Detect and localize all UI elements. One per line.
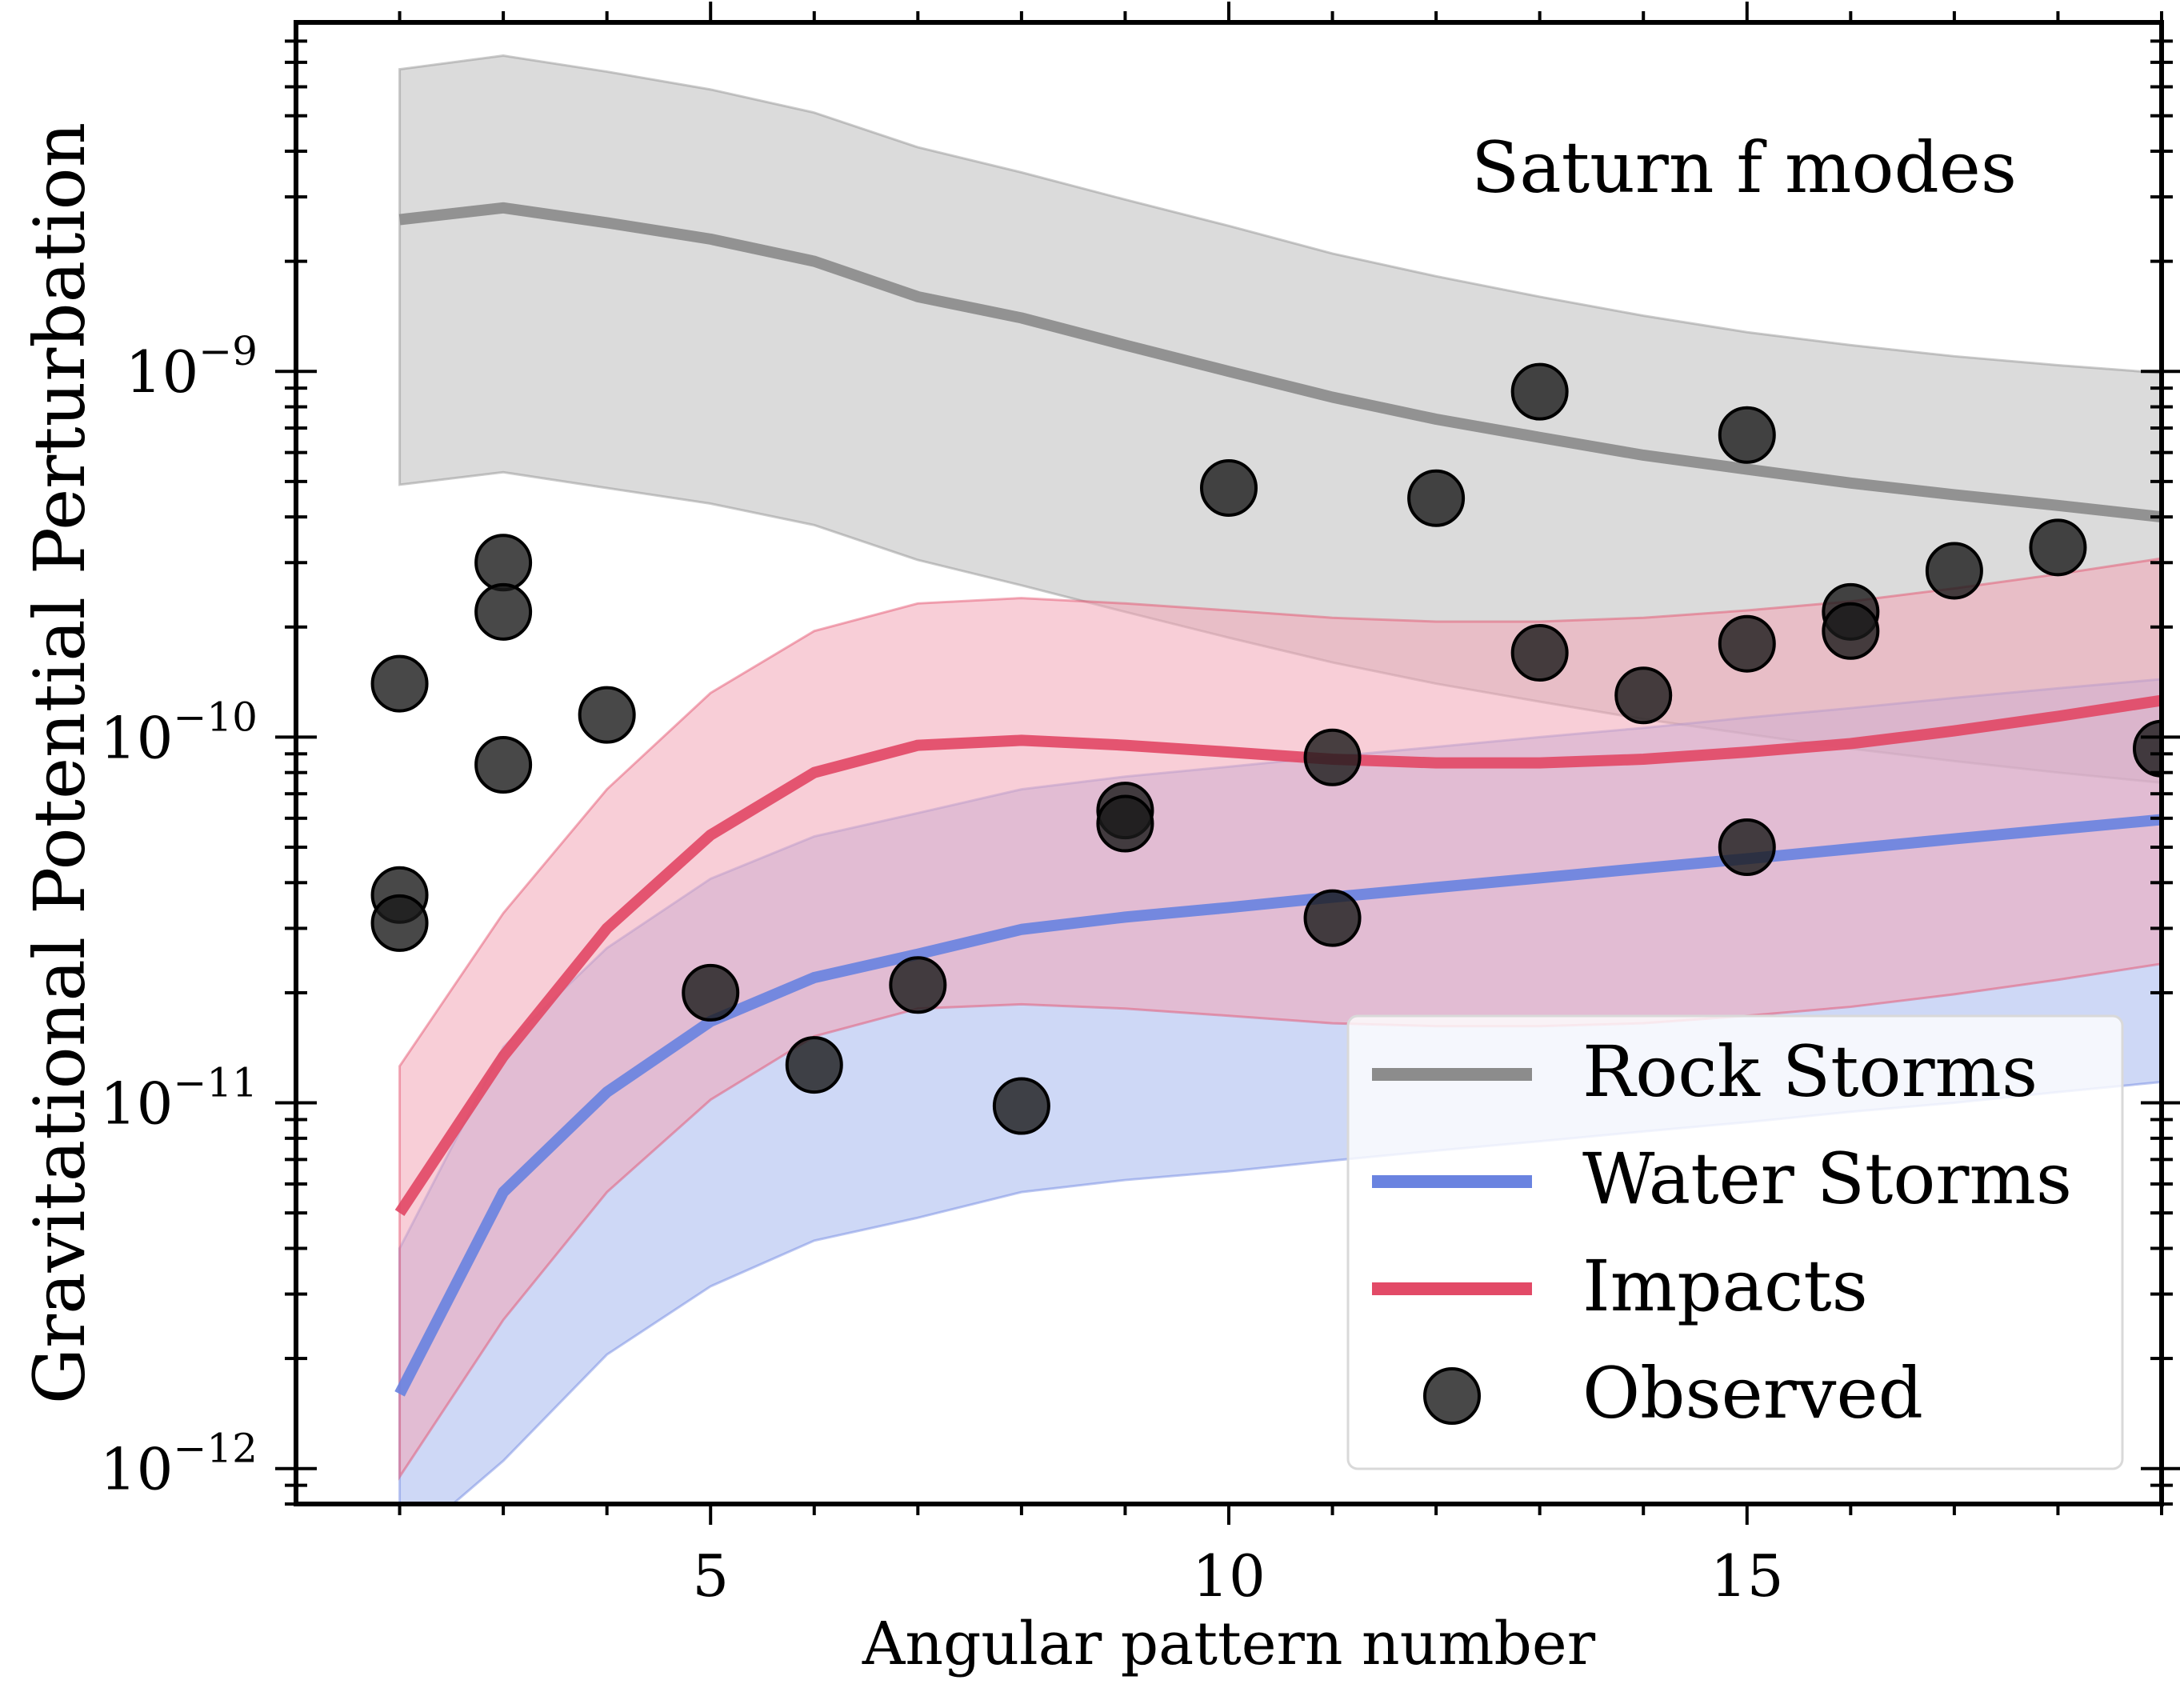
observed-point [474, 582, 533, 641]
plot-area [370, 54, 2162, 1504]
x-tick-label: 15 [1710, 1542, 1784, 1610]
series-lines [394, 202, 2162, 1397]
y-tick-label: 10−12 [100, 1426, 258, 1503]
observed-point [370, 654, 429, 713]
observed-point [2133, 719, 2162, 778]
x-tick-label: 5 [692, 1542, 729, 1610]
x-tick-label: 10 [1192, 1542, 1266, 1610]
observed-point [1510, 624, 1569, 682]
chart-title: Saturn f modes [1471, 126, 2017, 209]
water-storms-line [394, 814, 2162, 1397]
observed-point [785, 1036, 843, 1094]
legend-swatch-observed [1423, 1367, 1481, 1425]
observed-point [370, 894, 429, 952]
observed-point [1303, 889, 1362, 947]
y-tick-label: 10−10 [100, 694, 258, 771]
x-axis-label: Angular pattern number [862, 1610, 1596, 1678]
observed-point [889, 956, 947, 1014]
observed-point [1303, 728, 1362, 786]
impacts-line [394, 694, 2162, 1217]
confidence-bands [398, 54, 2162, 1504]
observed-points [370, 362, 2162, 1135]
observed-point [1407, 469, 1466, 527]
legend-label-rock-storms: Rock Storms [1582, 1030, 2038, 1113]
observed-point [474, 534, 533, 592]
legend-label-water-storms: Water Storms [1582, 1138, 2072, 1220]
observed-point [1822, 602, 1880, 660]
observed-point [1718, 818, 1776, 877]
observed-point [1925, 542, 1983, 600]
y-tick-label: 10−9 [126, 328, 258, 406]
y-tick-labels: 10−12 10−11 10−10 10−9 [100, 328, 258, 1502]
observed-point [1096, 794, 1154, 853]
observed-point [992, 1077, 1050, 1135]
legend-label-impacts: Impacts [1582, 1245, 1868, 1327]
rock-storms-band [398, 54, 2162, 785]
observed-point [1510, 362, 1569, 421]
observed-point [1718, 406, 1776, 464]
legend: Rock Storms Water Storms Impacts Observe… [1346, 1014, 2124, 1470]
observed-point [1718, 614, 1776, 673]
x-tick-labels: 5 10 15 [692, 1542, 1783, 1610]
y-tick-label: 10−11 [100, 1060, 258, 1138]
observed-point [1200, 458, 1258, 517]
legend-box [1346, 1014, 2124, 1470]
legend-label-observed: Observed [1582, 1352, 1923, 1434]
observed-point [1614, 666, 1673, 725]
y-axis-label: Gravitational Potential Perturbation [18, 122, 101, 1405]
observed-point [2029, 518, 2087, 577]
observed-point [474, 736, 533, 794]
observed-point [578, 686, 636, 744]
observed-point [682, 963, 740, 1022]
axis-ticks [275, 2, 2180, 1525]
rock-storms-line [398, 202, 2162, 523]
